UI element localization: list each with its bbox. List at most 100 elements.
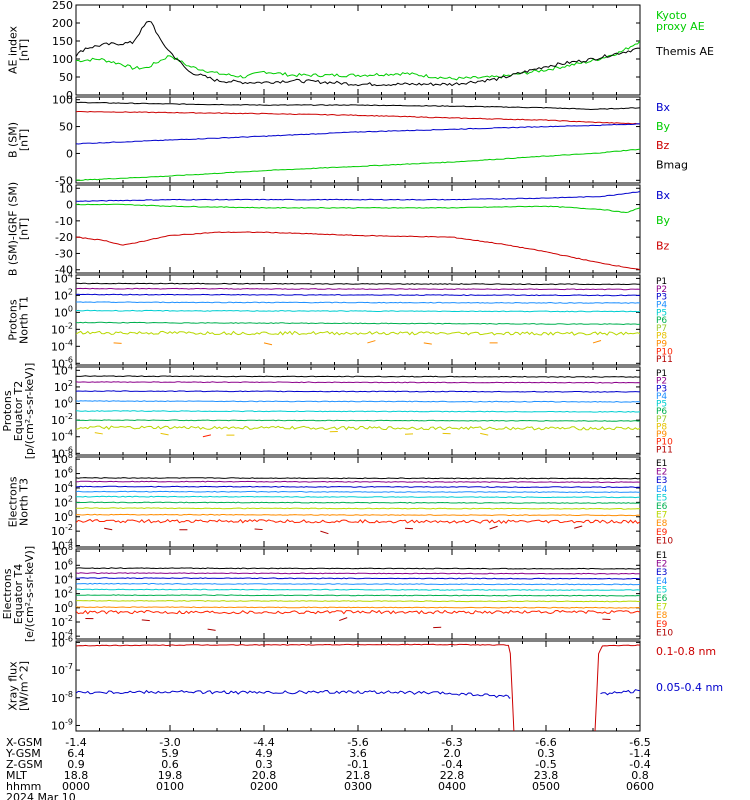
y-tick-label: 102 <box>54 287 73 302</box>
series-p8-fragment <box>263 342 273 346</box>
y-tick-label: -50 <box>55 174 73 187</box>
series-e9 <box>76 518 640 524</box>
series-p10-fragment <box>202 434 212 438</box>
y-axis-label: ProtonsNorth T1 <box>7 296 31 344</box>
date-label: 2024 Mar 10 <box>6 791 76 800</box>
x-row-value: 0.6 <box>161 758 179 771</box>
legend-entry: P1 <box>656 277 667 287</box>
x-row-value: 4.9 <box>255 747 273 760</box>
x-row-value: -4.4 <box>253 736 274 749</box>
series-e5 <box>76 588 640 591</box>
y-tick-label: 100 <box>52 53 73 66</box>
x-row-value: 0.9 <box>67 758 85 771</box>
series-e3 <box>76 485 640 489</box>
x-row-value: 0100 <box>156 780 184 793</box>
legend-entry: P11 <box>656 445 673 455</box>
series-p8-fragment <box>423 342 432 345</box>
series-p8-fragment <box>592 339 602 344</box>
y-axis-label: ElectronsEquator T4[e/(cm²-s-sr-keV)] <box>1 546 36 642</box>
legend-entry: 0.1-0.8 nm <box>656 645 716 658</box>
y-tick-label: 10-6 <box>51 445 73 460</box>
y-axis-label: B (SM)-IGRF (SM)[nT] <box>7 182 31 276</box>
y-axis-label: B (SM)[nT] <box>7 122 31 158</box>
y-tick-label: 100 <box>52 94 73 107</box>
x-row-value: 0500 <box>532 780 560 793</box>
x-row-value: 0.3 <box>537 747 555 760</box>
y-tick-label: 10-6 <box>51 355 73 370</box>
x-row-value: 0000 <box>62 780 90 793</box>
series-bx <box>76 191 640 202</box>
x-row-label: X-GSM <box>6 736 42 749</box>
x-row-value: -0.4 <box>441 758 462 771</box>
series-bx <box>76 123 640 145</box>
series-p6 <box>76 321 640 326</box>
series-e7 <box>76 599 640 603</box>
series-by <box>76 148 640 181</box>
x-row-value: -1.4 <box>629 747 650 760</box>
legend-entry: E3 <box>656 568 667 578</box>
series-e2 <box>76 572 640 575</box>
legend-entry: E2 <box>656 560 667 570</box>
series-p8-fragment <box>160 432 169 436</box>
y-tick-label: 104 <box>54 362 73 377</box>
series-e10-fragment <box>489 525 498 530</box>
y-tick-label: 104 <box>54 571 73 586</box>
series-e4 <box>76 490 640 494</box>
y-tick-label: 102 <box>54 586 73 601</box>
x-row-value: -3.0 <box>159 736 180 749</box>
x-row-value: -1.4 <box>65 736 86 749</box>
y-axis-label: ElectronsNorth T3 <box>7 476 31 527</box>
y-tick-label: 10-9 <box>51 717 73 732</box>
legend-entry: E10 <box>656 536 673 546</box>
series-e10-fragment <box>339 617 348 622</box>
legend-entry: 0.05-0.4 nm <box>656 681 723 694</box>
y-tick-label: 108 <box>54 451 73 466</box>
series-p8-fragment <box>94 432 103 435</box>
legend-entry: P6 <box>656 407 667 417</box>
series-p3 <box>76 390 640 393</box>
series-e8 <box>76 606 640 609</box>
panel-3: 10 0 -10 -20 -30 -40 B (SM)-IGRF (SM)[nT] Bx By B… <box>7 182 671 277</box>
legend-entry: E9 <box>656 620 668 630</box>
legend-entry: P1 <box>656 369 667 379</box>
x-row-value: 2.0 <box>443 747 461 760</box>
legend-entry: Bmag <box>656 158 688 171</box>
legend-entry: P5 <box>656 308 667 318</box>
y-tick-label: 150 <box>52 35 73 48</box>
series-e10-fragment <box>141 619 150 622</box>
series-e10-fragment <box>254 528 263 531</box>
x-row-value: -0.1 <box>347 758 368 771</box>
x-row-value: -6.5 <box>629 736 650 749</box>
y-tick-label: 100 <box>54 600 73 615</box>
legend-entry: P9 <box>656 430 667 440</box>
y-tick-label: -20 <box>55 231 73 244</box>
series-p5 <box>76 410 640 413</box>
legend-entry: P3 <box>656 384 667 394</box>
y-tick-label: 100 <box>54 509 73 524</box>
panel-frame <box>75 184 641 274</box>
series-themis-ae <box>76 20 640 87</box>
x-row-value: 22.8 <box>440 769 465 782</box>
y-axis-label: ProtonsEquator T2[p/(cm²-s-sr-keV)] <box>1 363 36 460</box>
series-p2 <box>76 381 640 384</box>
series-e6 <box>76 594 640 597</box>
x-row-value: 21.8 <box>346 769 371 782</box>
x-row-value: -6.6 <box>535 736 556 749</box>
legend-entry: E6 <box>656 594 668 604</box>
series-p1 <box>76 375 640 378</box>
y-tick-label: 10-7 <box>51 662 73 677</box>
legend-entry: P3 <box>656 293 667 303</box>
legend-entry: E1 <box>656 551 667 561</box>
x-row-value: -5.6 <box>347 736 368 749</box>
legend-entry: P10 <box>656 438 673 448</box>
series-e2 <box>76 480 640 484</box>
series-p6 <box>76 419 640 422</box>
series-0-1-0-8-nm <box>76 643 640 731</box>
panel-1: 0 50 100 150 200 250 AE index[nT] Kyoto proxy AE… <box>7 0 714 102</box>
x-row-value: 6.4 <box>67 747 85 760</box>
series-bz <box>76 110 640 125</box>
y-tick-label: 10-2 <box>51 412 73 427</box>
x-row-label: MLT <box>6 769 27 782</box>
